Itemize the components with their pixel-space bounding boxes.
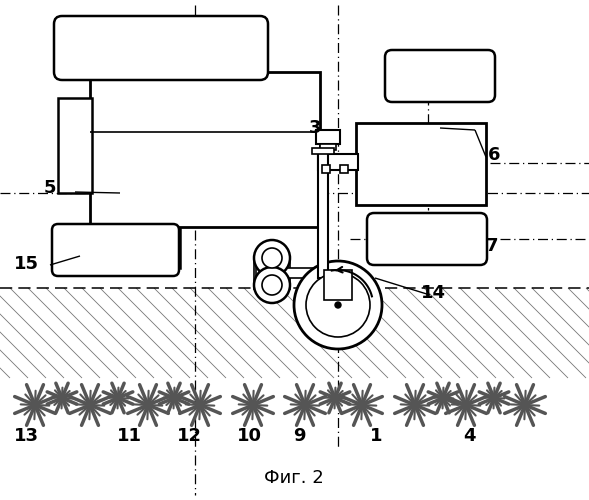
Bar	[320, 144, 336, 150]
Bar	[256, 268, 326, 278]
FancyBboxPatch shape	[385, 50, 495, 102]
Circle shape	[306, 273, 370, 337]
Circle shape	[262, 275, 282, 295]
Text: 1: 1	[370, 427, 382, 445]
Text: 10: 10	[237, 427, 262, 445]
Text: 5: 5	[44, 179, 57, 197]
Bar	[324, 270, 352, 300]
Circle shape	[262, 248, 282, 268]
Bar	[318, 150, 328, 278]
Text: 3: 3	[309, 119, 321, 137]
Text: 15: 15	[14, 255, 38, 273]
Bar	[58, 98, 92, 193]
FancyBboxPatch shape	[54, 16, 268, 80]
Text: 12: 12	[177, 427, 201, 445]
Bar	[340, 165, 348, 173]
Circle shape	[294, 261, 382, 349]
Bar	[316, 130, 340, 144]
Circle shape	[254, 267, 290, 303]
Text: Фиг. 2: Фиг. 2	[264, 469, 324, 487]
Bar	[90, 228, 180, 268]
FancyBboxPatch shape	[52, 224, 179, 276]
FancyBboxPatch shape	[367, 213, 487, 265]
Bar	[312, 148, 334, 154]
Bar	[90, 72, 320, 227]
Bar	[356, 123, 486, 205]
Text: 14: 14	[421, 284, 445, 302]
Text: 6: 6	[488, 146, 500, 164]
Circle shape	[254, 240, 290, 276]
Bar	[318, 154, 358, 170]
Text: 7: 7	[486, 237, 498, 255]
Bar	[322, 165, 330, 173]
Text: 9: 9	[293, 427, 305, 445]
Text: 11: 11	[117, 427, 141, 445]
Text: 4: 4	[463, 427, 475, 445]
Text: 13: 13	[14, 427, 38, 445]
Circle shape	[335, 302, 341, 308]
